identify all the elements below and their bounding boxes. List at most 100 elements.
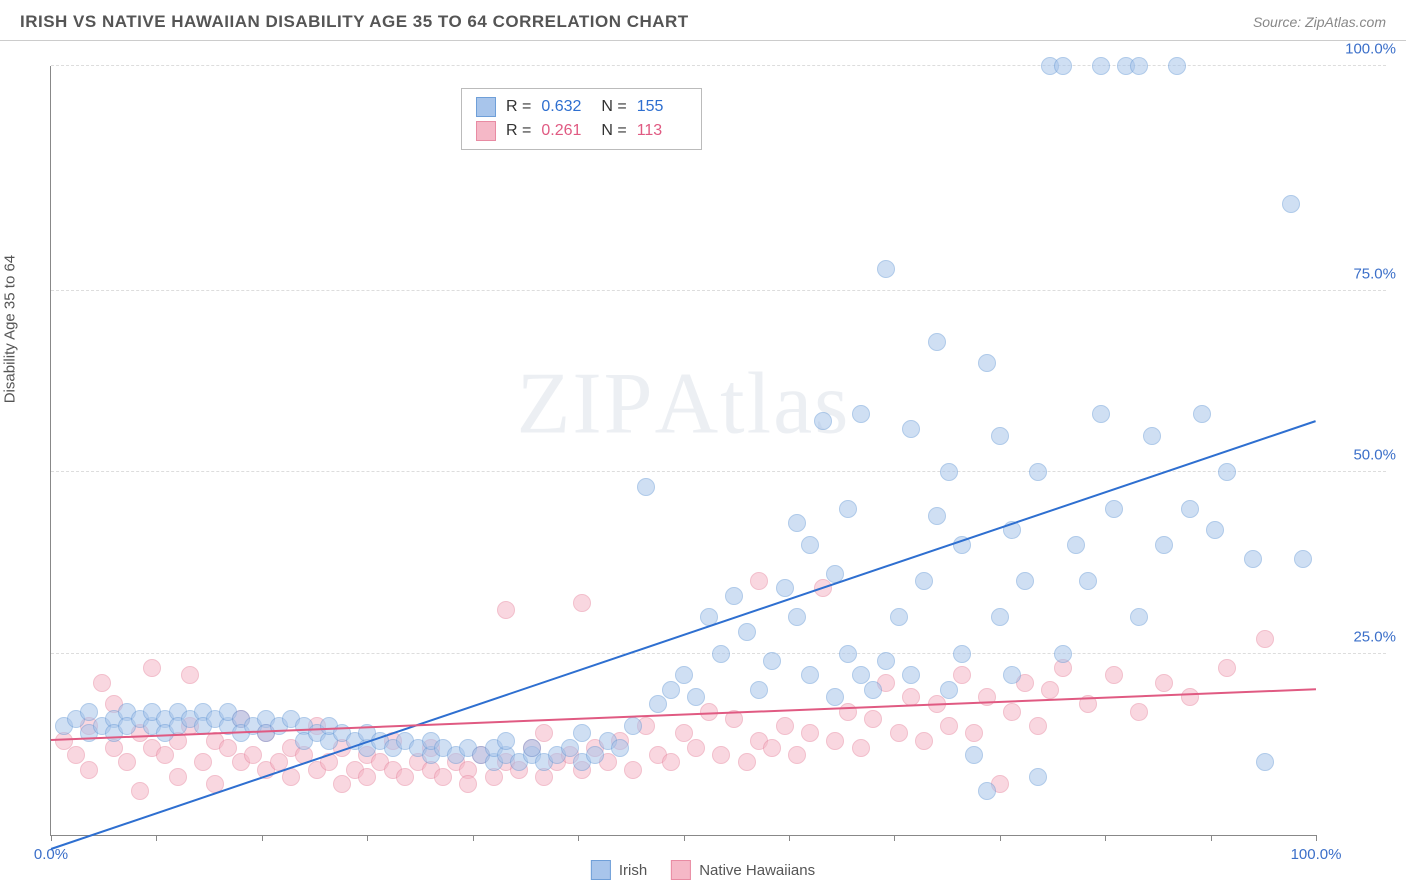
gridline <box>51 290 1386 291</box>
scatter-point <box>1181 688 1199 706</box>
scatter-point <box>788 514 806 532</box>
stats-row: R =0.261N =113 <box>476 119 687 143</box>
scatter-point <box>852 405 870 423</box>
source-attribution: Source: ZipAtlas.com <box>1253 14 1386 30</box>
y-tick-label: 25.0% <box>1326 628 1396 645</box>
scatter-point <box>1143 427 1161 445</box>
x-tick <box>156 835 157 841</box>
scatter-point <box>801 724 819 742</box>
scatter-point <box>1016 572 1034 590</box>
stat-r-label: R = <box>506 98 531 116</box>
x-tick <box>367 835 368 841</box>
scatter-point <box>1054 645 1072 663</box>
scatter-point <box>624 717 642 735</box>
bottom-legend: Irish Native Hawaiians <box>591 860 815 880</box>
scatter-point <box>902 666 920 684</box>
scatter-point <box>814 412 832 430</box>
y-tick-label: 50.0% <box>1326 447 1396 464</box>
plot-region: ZIPAtlas R =0.632N =155R =0.261N =113 25… <box>50 66 1316 836</box>
scatter-point <box>991 608 1009 626</box>
scatter-point <box>1029 463 1047 481</box>
scatter-point <box>687 688 705 706</box>
scatter-point <box>1041 681 1059 699</box>
scatter-point <box>1079 572 1097 590</box>
scatter-point <box>712 645 730 663</box>
x-tick <box>473 835 474 841</box>
scatter-point <box>1130 57 1148 75</box>
scatter-point <box>143 659 161 677</box>
scatter-point <box>890 724 908 742</box>
scatter-point <box>1181 500 1199 518</box>
scatter-point <box>1003 703 1021 721</box>
scatter-point <box>890 608 908 626</box>
scatter-point <box>1130 703 1148 721</box>
scatter-point <box>611 739 629 757</box>
x-tick <box>894 835 895 841</box>
series-swatch <box>476 97 496 117</box>
x-tick <box>1105 835 1106 841</box>
scatter-point <box>1294 550 1312 568</box>
scatter-point <box>965 724 983 742</box>
legend-label: Irish <box>619 862 647 879</box>
scatter-point <box>1029 717 1047 735</box>
legend-swatch <box>591 860 611 880</box>
scatter-point <box>1256 753 1274 771</box>
scatter-point <box>877 652 895 670</box>
scatter-point <box>801 666 819 684</box>
scatter-point <box>928 333 946 351</box>
scatter-point <box>953 666 971 684</box>
stat-n-value: 155 <box>637 98 687 116</box>
scatter-point <box>776 579 794 597</box>
scatter-point <box>1092 405 1110 423</box>
x-tick <box>789 835 790 841</box>
chart-area: Disability Age 35 to 64 ZIPAtlas R =0.63… <box>0 46 1406 892</box>
scatter-point <box>1218 463 1236 481</box>
scatter-point <box>763 652 781 670</box>
scatter-point <box>763 739 781 757</box>
scatter-point <box>497 732 515 750</box>
scatter-point <box>1282 195 1300 213</box>
trend-line <box>51 420 1317 850</box>
scatter-point <box>649 695 667 713</box>
stats-row: R =0.632N =155 <box>476 95 687 119</box>
correlation-stats-box: R =0.632N =155R =0.261N =113 <box>461 88 702 150</box>
legend-swatch <box>671 860 691 880</box>
legend-item: Irish <box>591 860 647 880</box>
scatter-point <box>864 710 882 728</box>
scatter-point <box>1155 536 1173 554</box>
scatter-point <box>776 717 794 735</box>
chart-header: IRISH VS NATIVE HAWAIIAN DISABILITY AGE … <box>0 0 1406 41</box>
scatter-point <box>497 601 515 619</box>
scatter-point <box>738 753 756 771</box>
scatter-point <box>573 594 591 612</box>
scatter-point <box>928 507 946 525</box>
scatter-point <box>459 775 477 793</box>
scatter-point <box>1168 57 1186 75</box>
scatter-point <box>1256 630 1274 648</box>
scatter-point <box>902 420 920 438</box>
stat-n-value: 113 <box>637 122 687 140</box>
scatter-point <box>877 260 895 278</box>
scatter-point <box>940 681 958 699</box>
chart-title: IRISH VS NATIVE HAWAIIAN DISABILITY AGE … <box>20 12 689 32</box>
scatter-point <box>118 753 136 771</box>
scatter-point <box>1003 666 1021 684</box>
scatter-point <box>839 645 857 663</box>
scatter-point <box>93 674 111 692</box>
scatter-point <box>940 717 958 735</box>
scatter-point <box>637 478 655 496</box>
scatter-point <box>194 753 212 771</box>
x-tick <box>578 835 579 841</box>
scatter-point <box>953 645 971 663</box>
scatter-point <box>1105 500 1123 518</box>
stat-r-label: R = <box>506 122 531 140</box>
scatter-point <box>1029 768 1047 786</box>
scatter-point <box>1067 536 1085 554</box>
legend-label: Native Hawaiians <box>699 862 815 879</box>
scatter-point <box>1155 674 1173 692</box>
scatter-point <box>1054 57 1072 75</box>
x-tick <box>51 835 52 841</box>
scatter-point <box>131 782 149 800</box>
scatter-point <box>826 732 844 750</box>
y-tick-label: 100.0% <box>1326 41 1396 58</box>
